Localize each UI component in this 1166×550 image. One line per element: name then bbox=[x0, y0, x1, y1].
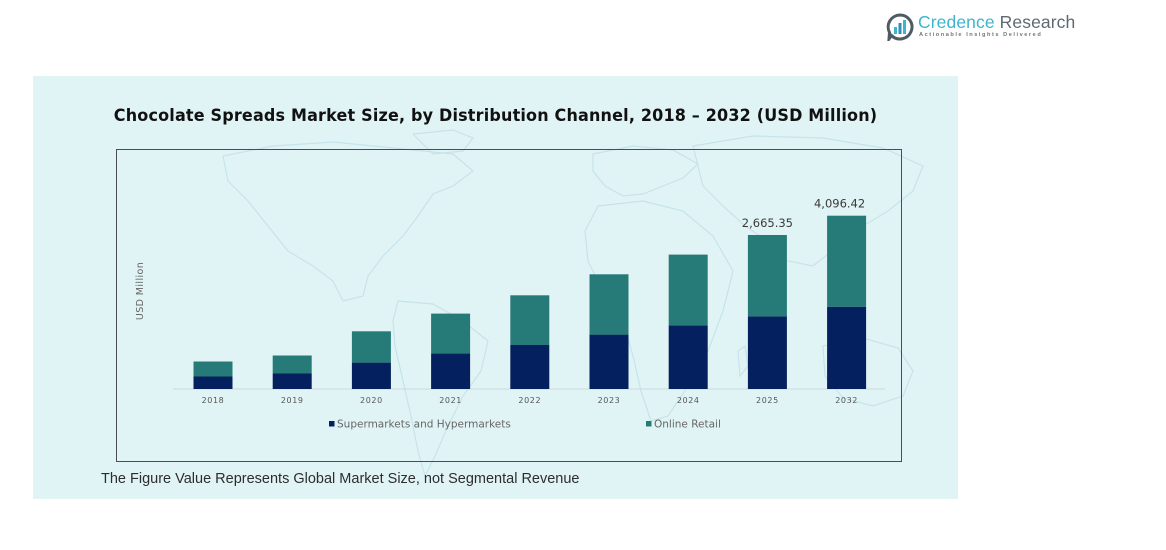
bar-supermarkets-2021 bbox=[431, 353, 471, 389]
map-south-america bbox=[392, 300, 489, 478]
data-label-2025: 2,665.35 bbox=[742, 216, 793, 230]
bar-chart-bubble-icon bbox=[886, 13, 914, 41]
x-tick-label: 2019 bbox=[281, 396, 304, 405]
bar-online-retail-2023 bbox=[589, 274, 629, 335]
bar-online-retail-2022 bbox=[510, 295, 550, 345]
x-tick-labels: 2018 2019 2020 2021 2022 2023 2024 2025 2032 bbox=[202, 396, 858, 405]
bar-supermarkets-2018 bbox=[193, 376, 233, 389]
bar-online-retail-2025 bbox=[747, 235, 787, 317]
bars-group bbox=[193, 215, 867, 389]
x-tick-label: 2025 bbox=[756, 396, 779, 405]
bar-supermarkets-2019 bbox=[272, 373, 312, 389]
brand-name-part2: Research bbox=[999, 12, 1076, 32]
legend: Supermarkets and Hypermarkets Online Reta… bbox=[329, 419, 721, 431]
brand-name: Credence Research bbox=[918, 12, 1075, 33]
bar-online-retail-2019 bbox=[272, 355, 312, 374]
y-axis-label: USD Million bbox=[135, 262, 146, 320]
bar-supermarkets-2032 bbox=[827, 306, 867, 389]
legend-swatch-supermarkets bbox=[329, 421, 335, 427]
bar-online-retail-2024 bbox=[668, 254, 708, 326]
bar-supermarkets-2025 bbox=[747, 316, 787, 389]
map-greenland bbox=[411, 129, 474, 155]
map-europe bbox=[592, 145, 700, 197]
x-tick-label: 2018 bbox=[202, 396, 225, 405]
legend-label-online-retail: Online Retail bbox=[654, 419, 721, 431]
bar-supermarkets-2020 bbox=[351, 362, 391, 389]
bar-online-retail-2021 bbox=[431, 313, 471, 354]
x-tick-label: 2032 bbox=[835, 396, 858, 405]
bar-online-retail-2018 bbox=[193, 361, 233, 377]
bar-online-retail-2032 bbox=[827, 215, 867, 307]
x-tick-label: 2021 bbox=[439, 396, 462, 405]
x-tick-label: 2022 bbox=[518, 396, 541, 405]
data-labels: 2,665.35 4,096.42 bbox=[742, 197, 865, 230]
x-tick-label: 2020 bbox=[360, 396, 383, 405]
x-tick-label: 2024 bbox=[677, 396, 700, 405]
bar-supermarkets-2023 bbox=[589, 334, 629, 389]
legend-label-supermarkets: Supermarkets and Hypermarkets bbox=[337, 419, 511, 431]
chart-panel: Chocolate Spreads Market Size, by Distri… bbox=[33, 76, 958, 499]
legend-swatch-online-retail bbox=[646, 421, 652, 427]
bar-supermarkets-2024 bbox=[668, 325, 708, 389]
brand-tagline: Actionable Insights Delivered bbox=[919, 32, 1043, 38]
bar-supermarkets-2022 bbox=[510, 345, 550, 389]
footnote: The Figure Value Represents Global Marke… bbox=[101, 471, 580, 487]
chart-frame bbox=[116, 149, 902, 462]
data-label-2032: 4,096.42 bbox=[814, 197, 865, 211]
x-tick-label: 2023 bbox=[598, 396, 621, 405]
chart-title: Chocolate Spreads Market Size, by Distri… bbox=[113, 106, 878, 126]
map-north-america bbox=[222, 141, 474, 302]
credence-research-logo: Credence Research Actionable Insights De… bbox=[884, 11, 1075, 43]
brand-name-part1: Credence bbox=[918, 12, 995, 32]
bar-online-retail-2020 bbox=[351, 331, 391, 363]
